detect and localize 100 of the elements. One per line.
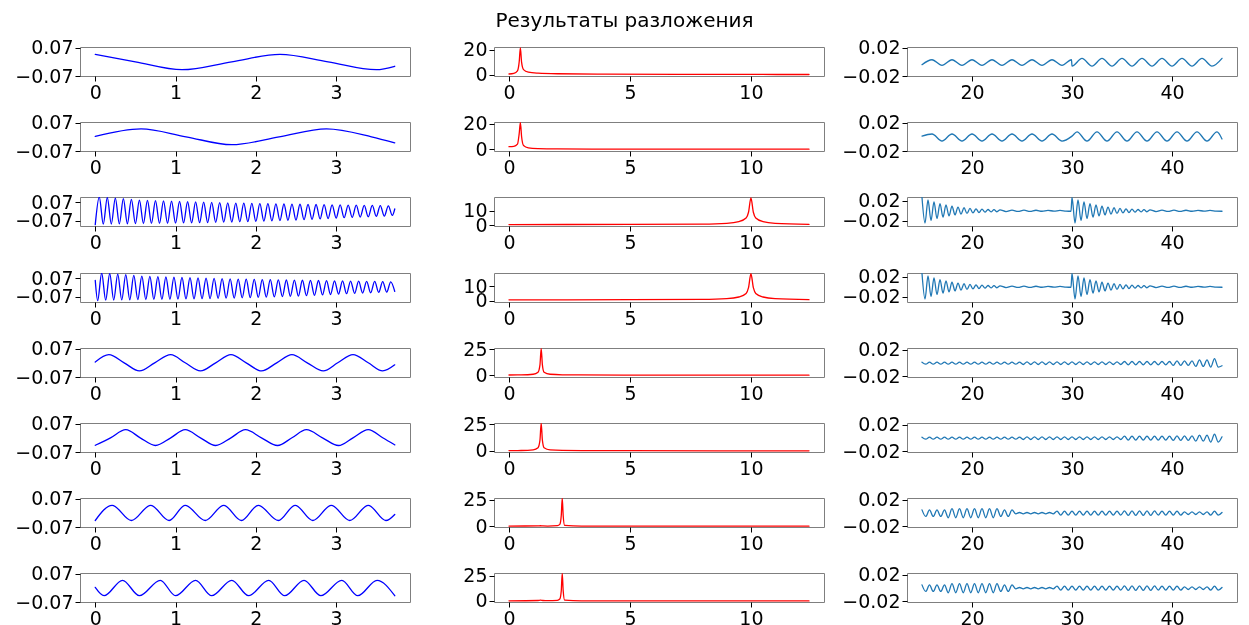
line-series [508,47,810,76]
x-tick-label: 3 [330,230,343,253]
x-tick-label: 40 [1160,456,1185,479]
line-series [921,582,1223,594]
y-tick-label: 0 [475,137,488,160]
x-tick-label: 2 [250,531,263,554]
x-tick-label: 2 [250,80,263,103]
line-series [94,429,396,447]
x-tick-label: 1 [170,606,183,625]
x-tick-label: 5 [624,381,637,404]
x-tick-label: 0 [503,531,516,554]
x-tick-label: 30 [1060,80,1085,103]
y-tick-label: −0.02 [842,589,901,612]
x-tick-label: 10 [739,155,764,178]
y-tick-label: 0 [475,514,488,537]
x-tick-label: 30 [1060,306,1085,329]
x-tick-label: 20 [960,606,985,625]
x-tick-label: 2 [250,230,263,253]
x-tick-label: 2 [250,381,263,404]
x-tick-label: 20 [960,306,985,329]
y-tick-label: 0.07 [31,337,74,360]
x-tick-label: 30 [1060,230,1085,253]
y-tick-label: 0 [475,363,488,386]
x-tick-label: 1 [170,456,183,479]
x-tick-label: 0 [503,230,516,253]
chart-title: Результаты разложения [494,8,755,32]
x-tick-label: 30 [1060,456,1085,479]
line-series [508,197,810,226]
y-tick-label: 25 [463,488,488,511]
y-tick-label: −0.07 [15,64,74,87]
line-series [94,197,396,226]
line-series [921,197,1223,224]
x-tick-label: 2 [250,456,263,479]
x-tick-label: 20 [960,381,985,404]
x-tick-label: 10 [739,606,764,625]
x-tick-label: 30 [1060,155,1085,178]
x-tick-label: 40 [1160,155,1185,178]
x-tick-label: 20 [960,230,985,253]
y-tick-label: −0.07 [15,515,74,538]
y-tick-label: 0.07 [31,412,74,435]
line-series [94,128,396,146]
x-tick-label: 10 [739,531,764,554]
x-tick-label: 20 [960,155,985,178]
x-tick-label: 2 [250,606,263,625]
x-tick-label: 3 [330,606,343,625]
x-tick-label: 30 [1060,381,1085,404]
y-tick-label: 0.02 [858,36,901,59]
x-tick-label: 40 [1160,606,1185,625]
x-tick-label: 0 [503,306,516,329]
x-tick-label: 5 [624,531,637,554]
x-tick-label: 20 [960,531,985,554]
x-tick-label: 40 [1160,230,1185,253]
line-series [921,507,1223,519]
y-tick-label: −0.07 [15,440,74,463]
y-tick-label: 20 [463,38,488,61]
line-series [921,433,1223,443]
x-tick-label: 10 [739,230,764,253]
x-tick-label: 5 [624,306,637,329]
y-tick-label: −0.02 [842,439,901,462]
y-tick-label: 0.02 [858,338,901,361]
x-tick-label: 40 [1160,80,1185,103]
line-series [921,273,1223,300]
x-tick-label: 1 [170,381,183,404]
x-tick-label: 1 [170,155,183,178]
y-tick-label: −0.07 [15,139,74,162]
y-tick-label: −0.07 [15,365,74,388]
x-tick-label: 10 [739,381,764,404]
x-tick-label: 3 [330,80,343,103]
x-tick-label: 0 [89,306,102,329]
x-tick-label: 0 [89,606,102,625]
y-tick-label: 25 [463,337,488,360]
line-series [508,122,810,150]
x-tick-label: 1 [170,306,183,329]
y-tick-label: 25 [463,564,488,587]
x-tick-label: 1 [170,230,183,253]
line-series [508,573,810,602]
x-tick-label: 3 [330,531,343,554]
y-tick-label: 0.02 [858,413,901,436]
x-tick-label: 3 [330,155,343,178]
x-tick-label: 3 [330,306,343,329]
x-tick-label: 0 [503,155,516,178]
x-tick-label: 2 [250,306,263,329]
x-tick-label: 40 [1160,531,1185,554]
x-tick-label: 1 [170,531,183,554]
y-tick-label: −0.02 [842,364,901,387]
y-tick-label: −0.02 [842,139,901,162]
line-series [94,53,396,71]
y-tick-label: 0.02 [858,111,901,134]
y-tick-label: 0.02 [858,488,901,511]
line-series [508,348,810,376]
line-series [94,273,396,302]
x-tick-label: 0 [89,381,102,404]
x-tick-label: 5 [624,606,637,625]
y-tick-label: 0.02 [858,563,901,586]
x-tick-label: 0 [503,381,516,404]
x-tick-label: 0 [89,230,102,253]
line-series [921,357,1223,368]
x-tick-label: 0 [503,80,516,103]
y-tick-label: −0.02 [842,514,901,537]
y-tick-label: 0.07 [31,36,74,59]
